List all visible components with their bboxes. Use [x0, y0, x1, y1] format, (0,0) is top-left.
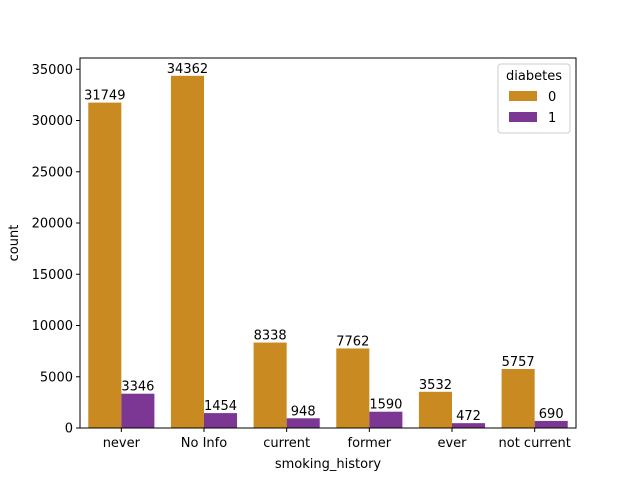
data-label: 31749	[84, 89, 125, 104]
y-tick-label: 10000	[32, 319, 73, 334]
data-labels-layer: 31749 3346 34362 1454 8338 948 7762 1590 3532 472…	[84, 62, 563, 424]
legend: diabetes 0 1	[497, 63, 571, 134]
y-tick-label: 20000	[32, 217, 73, 232]
x-axis: never No Info current former ever not current	[103, 428, 571, 451]
y-tick-label: 30000	[32, 114, 73, 129]
plot-frame	[79, 57, 577, 429]
bar-former-diabetes-1	[369, 411, 403, 428]
data-label: 690	[539, 407, 564, 422]
data-label: 8338	[254, 329, 287, 344]
legend-swatch-0	[509, 91, 537, 101]
x-tick-label: former	[348, 436, 392, 451]
bar-ever-diabetes-1	[452, 423, 486, 428]
bars-layer	[88, 75, 568, 429]
y-tick-label: 25000	[32, 165, 73, 180]
bar-current-diabetes-1	[286, 418, 320, 428]
bar-never-diabetes-1	[121, 393, 155, 428]
x-tick-label: current	[263, 436, 310, 451]
x-axis-label: smoking_history	[275, 457, 382, 472]
bar-no-info-diabetes-0	[170, 75, 204, 428]
data-label: 1590	[369, 398, 402, 413]
data-label: 472	[456, 409, 481, 424]
bar-not-current-diabetes-1	[534, 420, 568, 428]
x-tick-label: never	[103, 436, 141, 451]
data-label: 5757	[502, 355, 535, 370]
bar-ever-diabetes-0	[418, 391, 452, 428]
y-tick-label: 5000	[40, 370, 73, 385]
x-tick-label: ever	[437, 436, 467, 451]
data-label: 34362	[167, 62, 208, 77]
bar-no-info-diabetes-1	[204, 413, 238, 428]
bar-never-diabetes-0	[88, 102, 122, 429]
data-label: 1454	[204, 399, 237, 414]
bar-not-current-diabetes-0	[501, 368, 535, 428]
x-tick-label: not current	[499, 436, 571, 451]
bar-former-diabetes-0	[336, 348, 370, 428]
data-label: 948	[291, 404, 316, 419]
y-tick-label: 0	[65, 422, 73, 437]
y-axis: 0 5000 10000 15000 20000 25000 30000 35000	[32, 63, 80, 437]
y-axis-label: count	[7, 225, 22, 262]
legend-label-0: 0	[548, 90, 556, 105]
data-label: 3346	[121, 380, 154, 395]
x-tick-label: No Info	[181, 436, 227, 451]
legend-label-1: 1	[548, 111, 556, 126]
legend-swatch-1	[509, 112, 537, 122]
y-tick-label: 15000	[32, 268, 73, 283]
data-label: 7762	[336, 334, 369, 349]
legend-title: diabetes	[506, 69, 562, 84]
bar-current-diabetes-0	[253, 342, 287, 428]
data-label: 3532	[419, 378, 452, 393]
y-tick-label: 35000	[32, 63, 73, 78]
